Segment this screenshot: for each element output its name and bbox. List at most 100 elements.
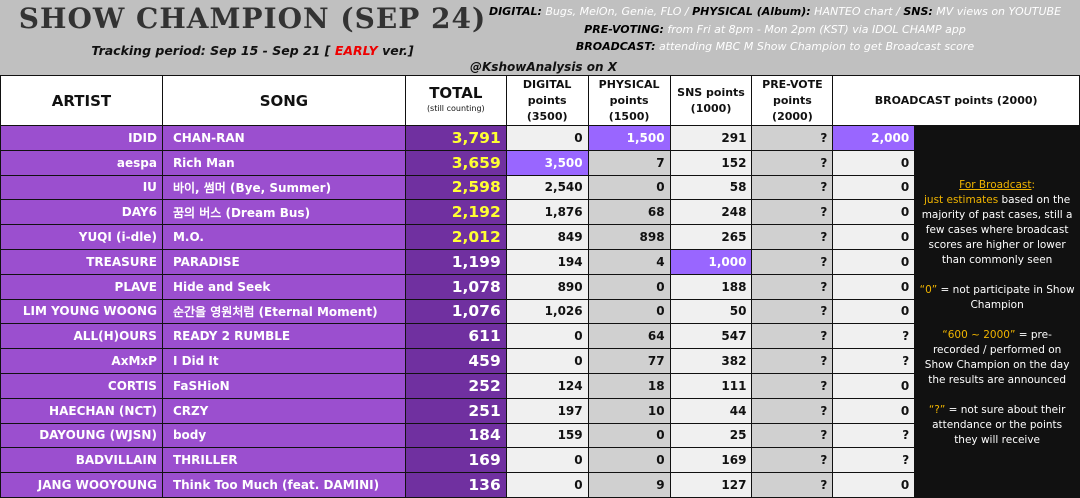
total-cell: 1,078 bbox=[404, 273, 507, 300]
artist-cell: HAECHAN (NCT) bbox=[0, 397, 163, 424]
broadcast-cell: 0 bbox=[832, 298, 916, 325]
prevote-cell: ? bbox=[751, 422, 834, 449]
total-cell: 252 bbox=[404, 372, 507, 399]
song-cell: PARADISE bbox=[161, 248, 406, 275]
source-info-line3: BROADCAST: attending MBC M Show Champion… bbox=[470, 40, 1080, 53]
physical-cell: 77 bbox=[587, 348, 671, 374]
notes-zero-key: “0” bbox=[919, 284, 938, 296]
physical-cell: 68 bbox=[587, 199, 671, 226]
song-cell: 꿈의 버스 (Dream Bus) bbox=[161, 199, 406, 226]
physical-cell: 898 bbox=[587, 224, 671, 250]
tracking-period: Tracking period: Sep 15 - Sep 21 [ EARLY… bbox=[0, 43, 505, 58]
digital-label: DIGITAL: bbox=[488, 5, 542, 18]
total-cell: 251 bbox=[404, 397, 507, 424]
source-info-line1: DIGITAL: Bugs, MelOn, Genie, FLO / PHYSI… bbox=[470, 5, 1080, 18]
notes-heading: For Broadcast bbox=[959, 179, 1032, 191]
total-cell: 611 bbox=[404, 323, 507, 350]
digital-cell: 197 bbox=[505, 397, 589, 424]
prevote-cell: ? bbox=[751, 372, 834, 399]
prevote-cell: ? bbox=[751, 125, 834, 151]
sns-cell: 50 bbox=[669, 298, 753, 325]
physical-cell: 9 bbox=[587, 472, 671, 498]
artist-cell: DAYOUNG (WJSN) bbox=[0, 422, 163, 449]
total-cell: 136 bbox=[404, 472, 507, 498]
total-cell: 169 bbox=[404, 447, 507, 474]
sns-cell: 127 bbox=[669, 472, 753, 498]
digital-cell: 890 bbox=[505, 273, 589, 300]
artist-cell: aespa bbox=[0, 149, 163, 176]
physical-cell: 0 bbox=[587, 447, 671, 474]
table-row: LIM YOUNG WOONG 순간을 영원처럼 (Eternal Moment)… bbox=[0, 298, 1080, 325]
source-info-line2: PRE-VOTING: from Fri at 8pm - Mon 2pm (K… bbox=[470, 23, 1080, 36]
song-cell: 바이, 썸머 (Bye, Summer) bbox=[161, 174, 406, 201]
sns-cell: 152 bbox=[669, 149, 753, 176]
physical-cell: 0 bbox=[587, 273, 671, 300]
col-song: SONG bbox=[161, 75, 406, 126]
artist-cell: IDID bbox=[0, 125, 163, 151]
page-title: SHOW CHAMPION (SEP 24) bbox=[18, 2, 487, 35]
digital-cell: 0 bbox=[505, 447, 589, 474]
score-table: ARTIST SONG TOTAL (still counting) DIGITA… bbox=[0, 75, 1080, 498]
artist-cell: ALL(H)OURS bbox=[0, 323, 163, 350]
broadcast-cell: ? bbox=[832, 447, 916, 474]
physical-text: HANTEO chart / bbox=[810, 5, 904, 18]
notes-estimates: just estimates bbox=[924, 194, 999, 206]
physical-label: PHYSICAL (Album): bbox=[692, 5, 811, 18]
physical-cell: 0 bbox=[587, 174, 671, 201]
total-cell: 1,076 bbox=[404, 298, 507, 325]
total-cell: 3,659 bbox=[404, 149, 507, 176]
digital-text: Bugs, MelOn, Genie, FLO / bbox=[541, 5, 693, 18]
broadcast-text: attending MBC M Show Champion to get Bro… bbox=[655, 40, 975, 53]
artist-cell: IU bbox=[0, 174, 163, 201]
broadcast-cell: 0 bbox=[832, 273, 916, 300]
song-cell: 순간을 영원처럼 (Eternal Moment) bbox=[161, 298, 406, 325]
digital-cell: 0 bbox=[505, 323, 589, 350]
song-cell: CRZY bbox=[161, 397, 406, 424]
digital-cell: 3,500 bbox=[505, 149, 589, 176]
song-cell: READY 2 RUMBLE bbox=[161, 323, 406, 350]
sns-cell: 291 bbox=[669, 125, 753, 151]
total-cell: 3,791 bbox=[404, 125, 507, 151]
physical-cell: 10 bbox=[587, 397, 671, 424]
digital-cell: 2,540 bbox=[505, 174, 589, 201]
total-cell: 2,012 bbox=[404, 224, 507, 250]
song-cell: M.O. bbox=[161, 224, 406, 250]
digital-cell: 0 bbox=[505, 125, 589, 151]
digital-cell: 0 bbox=[505, 348, 589, 374]
song-cell: body bbox=[161, 422, 406, 449]
artist-cell: DAY6 bbox=[0, 199, 163, 226]
broadcast-cell: 0 bbox=[832, 248, 916, 275]
total-cell: 184 bbox=[404, 422, 507, 449]
physical-cell: 4 bbox=[587, 248, 671, 275]
digital-cell: 849 bbox=[505, 224, 589, 250]
prevote-cell: ? bbox=[751, 323, 834, 350]
sns-cell: 248 bbox=[669, 199, 753, 226]
sns-cell: 111 bbox=[669, 372, 753, 399]
broadcast-cell: ? bbox=[832, 323, 916, 350]
author-handle: @KshowAnalysis on X bbox=[470, 60, 617, 74]
period-text: Tracking period: Sep 15 - Sep 21 [ bbox=[91, 43, 335, 58]
sns-cell: 25 bbox=[669, 422, 753, 449]
notes-range-text: = pre-recorded / performed on Show Champ… bbox=[924, 329, 1070, 386]
table-row: IU 바이, 썸머 (Bye, Summer) 2,598 2,540 0 58? 0 bbox=[0, 174, 1080, 201]
broadcast-cell: ? bbox=[832, 348, 916, 374]
sns-cell: 188 bbox=[669, 273, 753, 300]
physical-cell: 0 bbox=[587, 298, 671, 325]
prevote-cell: ? bbox=[751, 472, 834, 498]
notes-range-key: “600 ~ 2000” bbox=[942, 329, 1016, 341]
sns-cell: 44 bbox=[669, 397, 753, 424]
broadcast-cell: 0 bbox=[832, 174, 916, 201]
artist-cell: BADVILLAIN bbox=[0, 447, 163, 474]
sns-cell: 58 bbox=[669, 174, 753, 201]
artist-cell: YUQI (i-dle) bbox=[0, 224, 163, 250]
sns-cell: 547 bbox=[669, 323, 753, 350]
notes-q-text: = not sure about their attendance or the… bbox=[932, 404, 1066, 446]
table-row: JANG WOOYOUNG Think Too Much (feat. DAMIN… bbox=[0, 472, 1080, 498]
prevote-cell: ? bbox=[751, 397, 834, 424]
total-cell: 1,199 bbox=[404, 248, 507, 275]
broadcast-cell: 2,000 bbox=[832, 125, 916, 151]
sns-text: MV views on YOUTUBE bbox=[932, 5, 1062, 18]
physical-cell: 0 bbox=[587, 422, 671, 449]
prevote-cell: ? bbox=[751, 224, 834, 250]
broadcast-cell: 0 bbox=[832, 372, 916, 399]
